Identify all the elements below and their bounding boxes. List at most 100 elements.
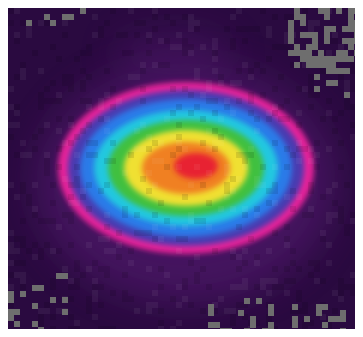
pixel-light [44, 308, 50, 314]
pixel-shade [332, 308, 338, 314]
noise-pixel [318, 56, 324, 62]
noise-pixel [354, 38, 355, 44]
noise-pixel [348, 8, 354, 14]
noise-pixel [8, 309, 14, 315]
pixel-shade [68, 326, 74, 329]
pixel-shade [182, 278, 188, 284]
pixel-light [158, 236, 164, 242]
pixel-shade [302, 320, 308, 326]
pixel-light [236, 80, 242, 86]
pixel-shade [254, 116, 260, 122]
pixel-light [152, 224, 158, 230]
pixel-shade [20, 260, 26, 266]
noise-pixel [292, 304, 298, 310]
noise-pixel [62, 14, 68, 20]
pixel-shade [68, 74, 74, 80]
pixel-shade [290, 152, 296, 158]
pixel-light [254, 182, 260, 188]
pixel-shade [248, 110, 254, 116]
pixel-shade [350, 122, 355, 128]
pixel-shade [248, 152, 254, 158]
pixel-light [266, 110, 272, 116]
pixel-light [80, 188, 86, 194]
pixel-light [206, 170, 212, 176]
pixel-light [224, 194, 230, 200]
noise-pixel [14, 309, 20, 315]
pixel-light [332, 212, 338, 218]
pixel-light [314, 152, 320, 158]
pixel-shade [194, 26, 200, 32]
pixel-shade [140, 68, 146, 74]
pixel-shade [146, 50, 152, 56]
pixel-light [152, 302, 158, 308]
pixel-shade [176, 236, 182, 242]
pixel-light [176, 32, 182, 38]
pixel-shade [20, 20, 26, 26]
pixel-shade [158, 308, 164, 314]
pixel-shade [8, 134, 14, 140]
noise-pixel [304, 316, 310, 322]
pixel-light [104, 116, 110, 122]
noise-pixel [344, 68, 350, 74]
noise-pixel [208, 310, 214, 316]
pixel-light [92, 278, 98, 284]
pixel-shade [248, 92, 254, 98]
pixel-light [302, 86, 308, 92]
pixel-shade [302, 146, 308, 152]
pixel-shade [68, 296, 74, 302]
pixel-light [266, 32, 272, 38]
pixel-shade [44, 158, 50, 164]
pixel-shade [50, 284, 56, 290]
pixel-shade [164, 38, 170, 44]
pixel-light [242, 278, 248, 284]
pixel-light [230, 248, 236, 254]
noise-pixel [306, 56, 312, 62]
pixel-shade [32, 134, 38, 140]
pixel-shade [152, 14, 158, 20]
pixel-light [188, 218, 194, 224]
noise-pixel [306, 32, 312, 38]
pixel-light [260, 182, 266, 188]
pixel-shade [284, 266, 290, 272]
noise-pixel [312, 62, 318, 68]
pixel-light [86, 242, 92, 248]
pixel-shade [350, 104, 355, 110]
pixel-shade [38, 248, 44, 254]
pixel-shade [50, 278, 56, 284]
pixel-shade [20, 182, 26, 188]
noise-pixel [268, 328, 274, 329]
pixel-shade [338, 110, 344, 116]
noise-pixel [336, 8, 342, 14]
noise-pixel [324, 38, 330, 44]
pixel-light [92, 290, 98, 296]
pixel-shade [80, 128, 86, 134]
pixel-light [98, 104, 104, 110]
pixel-light [332, 290, 338, 296]
pixel-shade [272, 14, 278, 20]
pixel-shade [284, 14, 290, 20]
pixel-shade [74, 176, 80, 182]
pixel-shade [50, 182, 56, 188]
pixel-shade [248, 68, 254, 74]
pixel-light [98, 236, 104, 242]
pixel-shade [344, 224, 350, 230]
pixel-shade [182, 38, 188, 44]
pixel-shade [20, 218, 26, 224]
pixel-light [224, 164, 230, 170]
noise-pixel [348, 14, 354, 20]
pixel-shade [296, 122, 302, 128]
pixel-light [236, 176, 242, 182]
pixel-shade [320, 194, 326, 200]
pixel-light [176, 164, 182, 170]
pixel-shade [236, 266, 242, 272]
pixel-shade [308, 92, 314, 98]
upper-haze [113, 31, 233, 75]
pixel-shade [152, 140, 158, 146]
pixel-light [128, 74, 134, 80]
pixel-light [326, 50, 332, 56]
noise-pixel [330, 62, 336, 68]
pixel-light [152, 182, 158, 188]
pixel-shade [278, 104, 284, 110]
pixel-light [128, 260, 134, 266]
